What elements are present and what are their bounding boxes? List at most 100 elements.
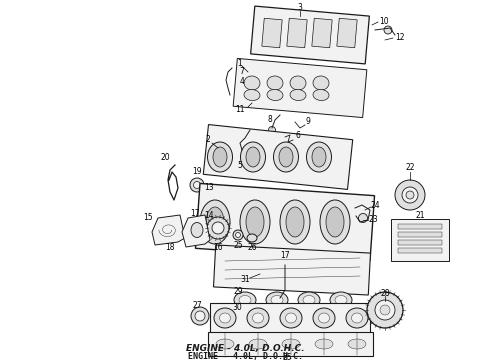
Ellipse shape	[241, 142, 266, 172]
Ellipse shape	[313, 308, 335, 328]
Ellipse shape	[234, 292, 256, 308]
Ellipse shape	[213, 147, 227, 167]
Ellipse shape	[402, 187, 418, 203]
Text: 25: 25	[233, 242, 243, 251]
Text: 7: 7	[240, 68, 245, 77]
Text: 9: 9	[306, 117, 311, 126]
Ellipse shape	[247, 234, 257, 242]
Ellipse shape	[359, 213, 368, 222]
Text: 22: 22	[405, 163, 415, 172]
Polygon shape	[391, 219, 449, 261]
Polygon shape	[250, 6, 369, 64]
Ellipse shape	[273, 142, 298, 172]
Ellipse shape	[195, 311, 205, 321]
Polygon shape	[203, 125, 353, 189]
Ellipse shape	[232, 192, 242, 198]
Ellipse shape	[244, 90, 260, 100]
Ellipse shape	[282, 339, 300, 349]
Ellipse shape	[307, 142, 332, 172]
Ellipse shape	[233, 230, 243, 240]
Ellipse shape	[269, 192, 277, 198]
Ellipse shape	[249, 339, 267, 349]
Polygon shape	[182, 215, 210, 247]
Text: 6: 6	[295, 130, 300, 139]
Ellipse shape	[280, 203, 290, 211]
Polygon shape	[312, 18, 332, 48]
Text: 4: 4	[240, 77, 245, 86]
Ellipse shape	[384, 26, 392, 34]
Ellipse shape	[313, 90, 329, 100]
Text: ENGINE - 4.0L, D.O.H.C.: ENGINE - 4.0L, D.O.H.C.	[186, 343, 304, 352]
Ellipse shape	[206, 207, 224, 237]
Text: 31: 31	[240, 275, 250, 284]
Ellipse shape	[286, 207, 304, 237]
Ellipse shape	[313, 76, 329, 90]
Ellipse shape	[267, 90, 283, 100]
Ellipse shape	[303, 296, 315, 305]
Text: 12: 12	[395, 33, 405, 42]
Ellipse shape	[232, 203, 242, 211]
Ellipse shape	[380, 305, 390, 315]
Ellipse shape	[269, 126, 275, 134]
Ellipse shape	[330, 292, 352, 308]
Ellipse shape	[209, 192, 218, 198]
Text: 28: 28	[380, 288, 390, 297]
Ellipse shape	[245, 192, 253, 198]
Ellipse shape	[256, 192, 266, 198]
Ellipse shape	[256, 203, 266, 211]
Text: 23: 23	[368, 216, 378, 225]
Ellipse shape	[367, 292, 403, 328]
Text: 2: 2	[206, 135, 210, 144]
Ellipse shape	[326, 207, 344, 237]
Ellipse shape	[312, 147, 326, 167]
Ellipse shape	[271, 296, 283, 305]
Text: 24: 24	[370, 201, 380, 210]
Ellipse shape	[290, 90, 306, 100]
Ellipse shape	[240, 200, 270, 244]
Text: 18: 18	[165, 243, 175, 252]
Text: 25: 25	[282, 354, 292, 360]
Text: 15: 15	[143, 213, 153, 222]
Text: 11: 11	[235, 105, 245, 114]
Ellipse shape	[275, 296, 285, 305]
Ellipse shape	[320, 200, 350, 244]
Ellipse shape	[191, 222, 203, 238]
Ellipse shape	[191, 307, 209, 325]
Ellipse shape	[194, 181, 200, 189]
Ellipse shape	[315, 339, 333, 349]
Ellipse shape	[247, 308, 269, 328]
Text: 10: 10	[379, 18, 389, 27]
Ellipse shape	[351, 313, 363, 323]
Ellipse shape	[269, 203, 277, 211]
Ellipse shape	[280, 308, 302, 328]
Text: 5: 5	[238, 161, 243, 170]
Ellipse shape	[214, 308, 236, 328]
Polygon shape	[214, 245, 370, 295]
Polygon shape	[287, 18, 307, 48]
Ellipse shape	[280, 192, 290, 198]
Ellipse shape	[220, 192, 229, 198]
Text: 17: 17	[280, 252, 290, 261]
Polygon shape	[337, 18, 357, 48]
Text: 8: 8	[268, 116, 272, 125]
Ellipse shape	[220, 203, 229, 211]
Text: 3: 3	[297, 4, 302, 13]
Polygon shape	[398, 224, 442, 229]
Ellipse shape	[207, 142, 232, 172]
Polygon shape	[210, 303, 370, 333]
Ellipse shape	[267, 76, 283, 90]
Text: 26: 26	[247, 243, 257, 252]
Ellipse shape	[220, 313, 230, 323]
Ellipse shape	[209, 203, 218, 211]
Ellipse shape	[216, 339, 234, 349]
Ellipse shape	[298, 292, 320, 308]
Polygon shape	[196, 184, 374, 261]
Polygon shape	[233, 58, 367, 118]
Ellipse shape	[279, 147, 293, 167]
Text: 21: 21	[415, 211, 425, 220]
Ellipse shape	[252, 313, 264, 323]
Ellipse shape	[212, 222, 224, 234]
Polygon shape	[398, 231, 442, 237]
Ellipse shape	[190, 178, 204, 192]
Polygon shape	[398, 239, 442, 244]
